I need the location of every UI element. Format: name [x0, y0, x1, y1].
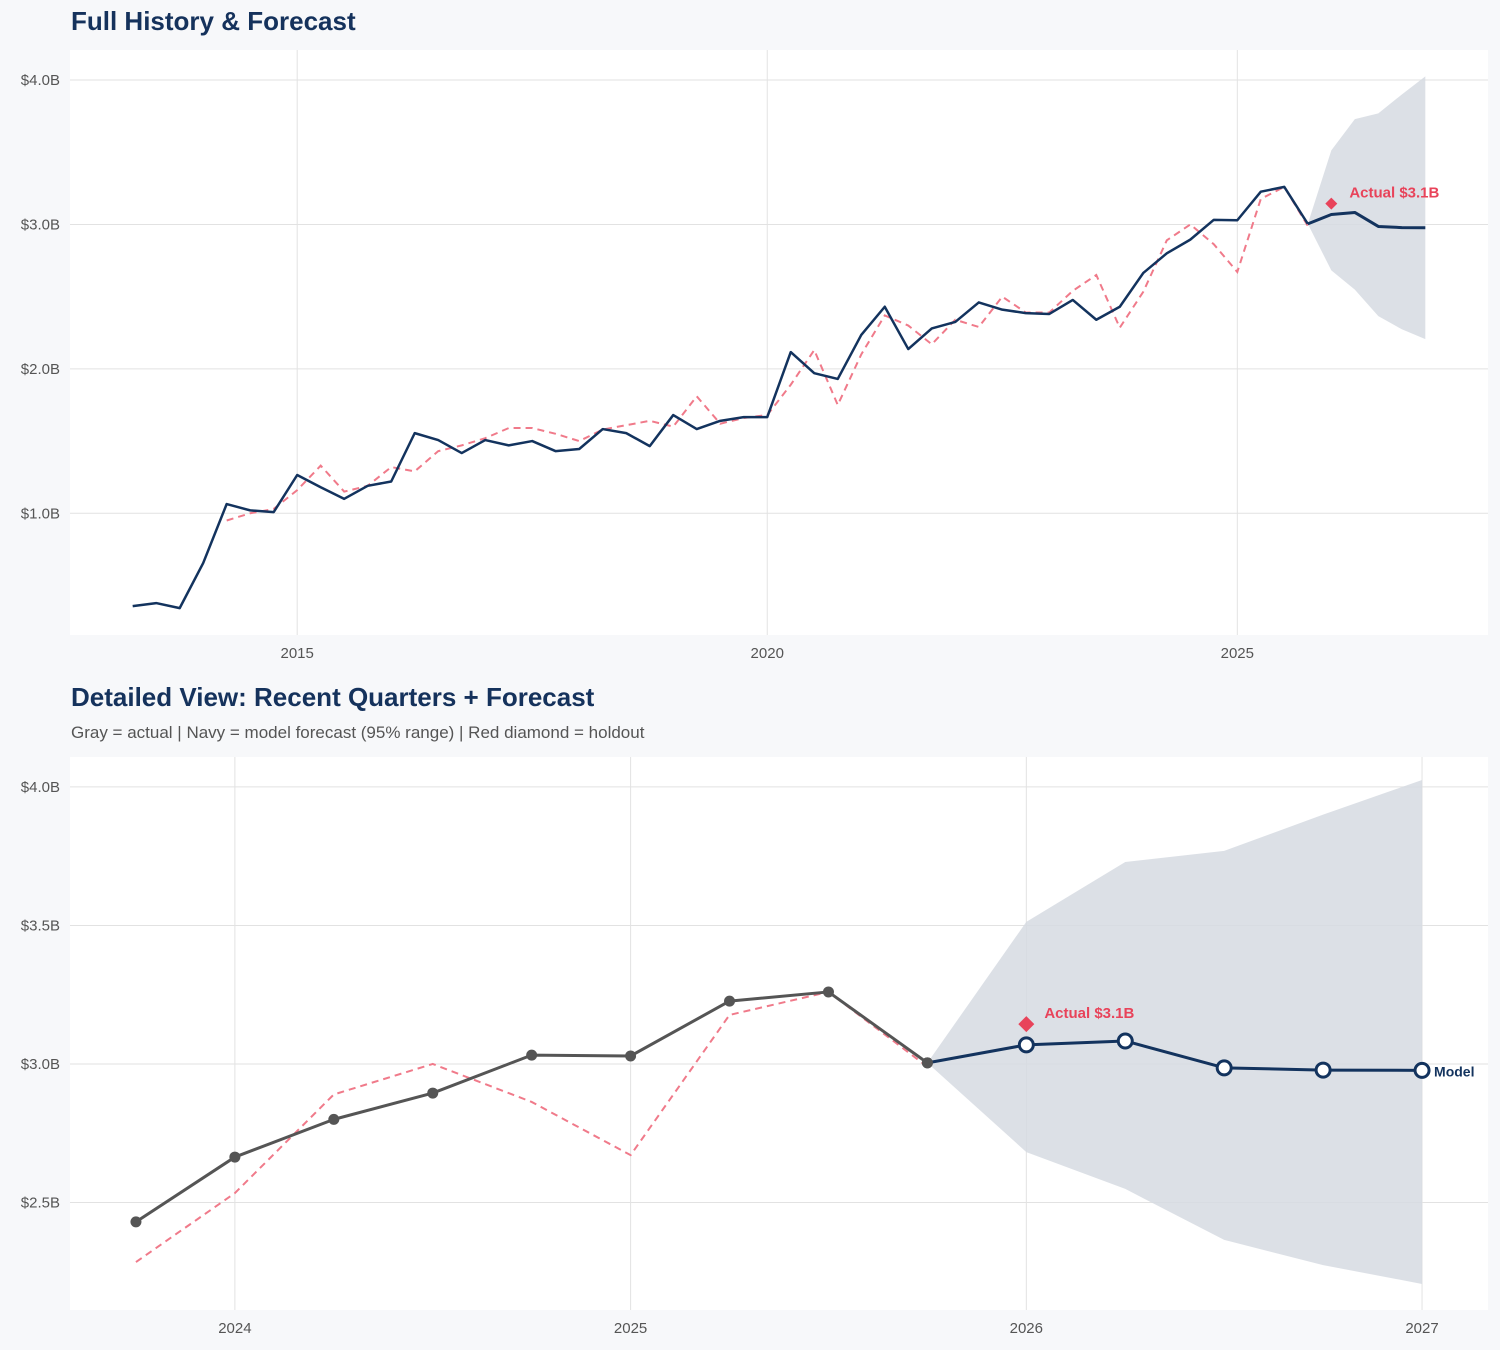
y-tick-label: $3.5B	[21, 917, 60, 934]
actual-point	[130, 1216, 142, 1228]
forecast-point	[1116, 1032, 1134, 1050]
forecast-point	[1215, 1059, 1233, 1077]
chart-subtitle-detailed-view: Gray = actual | Navy = model forecast (9…	[71, 723, 645, 742]
chart-title-full-history: Full History & Forecast	[71, 6, 356, 36]
y-tick-label: $4.0B	[21, 779, 60, 796]
actual-point	[229, 1151, 241, 1163]
actual-point	[724, 995, 736, 1007]
forecast-point	[1314, 1061, 1332, 1079]
x-tick-label: 2025	[1221, 645, 1254, 662]
full-history-chart: $1.0B $2.0B $3.0B $4.0B 2015 2020 2025 Actual $…	[21, 50, 1488, 662]
forecast-line	[1307, 210, 1426, 230]
forecast-line	[927, 1039, 1423, 1072]
forecast-95-range-band	[1307, 76, 1426, 340]
y-tick-label: $3.0B	[21, 1056, 60, 1073]
holdout-annotation-label: Actual $3.1B	[1044, 1005, 1134, 1022]
chart-title-detailed-view: Detailed View: Recent Quarters + Forecas…	[71, 682, 595, 712]
y-tick-label: $2.0B	[21, 361, 60, 378]
forecast-series-label: Model	[1434, 1063, 1474, 1079]
forecast-point	[1413, 1061, 1431, 1079]
fitted-dashed-line	[135, 990, 928, 1263]
x-tick-label: 2026	[1010, 1320, 1043, 1337]
actual-point	[625, 1050, 637, 1062]
x-tick-label: 2024	[218, 1320, 251, 1337]
actual-point	[427, 1087, 439, 1099]
y-tick-label: $3.0B	[21, 216, 60, 233]
x-tick-label: 2020	[751, 645, 784, 662]
x-tick-label: 2027	[1405, 1320, 1438, 1337]
x-tick-label: 2015	[281, 645, 314, 662]
actual-point	[921, 1057, 933, 1069]
y-tick-label: $4.0B	[21, 72, 60, 89]
holdout-diamond-marker	[1018, 1016, 1035, 1033]
actual-point	[328, 1113, 340, 1125]
actual-point	[822, 986, 834, 998]
y-tick-label: $1.0B	[21, 505, 60, 522]
detailed-view-chart: $2.5B $3.0B $3.5B $4.0B 2024 2025 2026 2027 Mode…	[21, 757, 1488, 1337]
forecast-95-range-band	[927, 779, 1423, 1284]
x-tick-label: 2025	[614, 1320, 647, 1337]
holdout-annotation-label: Actual $3.1B	[1349, 185, 1439, 202]
actual-point	[526, 1049, 538, 1061]
history-line	[132, 185, 1309, 610]
y-tick-label: $2.5B	[21, 1195, 60, 1212]
holdout-diamond-marker	[1325, 197, 1338, 210]
forecast-point	[1017, 1036, 1035, 1054]
plot-area	[70, 50, 1488, 635]
